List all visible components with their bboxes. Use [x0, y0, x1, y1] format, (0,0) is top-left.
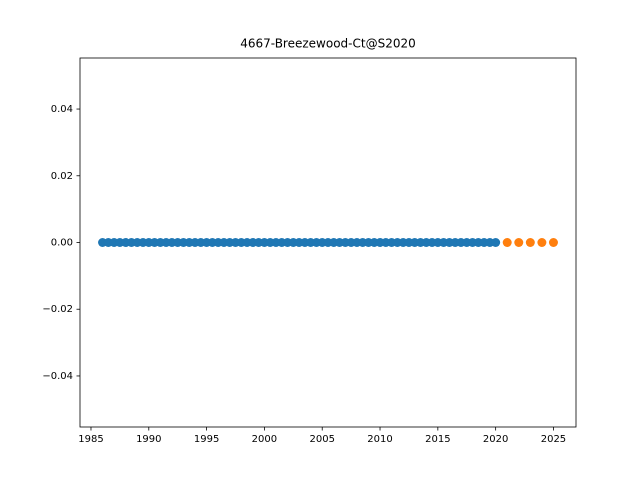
- point: [548, 238, 558, 247]
- y-tick-label: −0.02: [42, 304, 73, 315]
- x-tick-label: 1995: [194, 434, 219, 445]
- chart-title: 4667-Breezewood-Ct@S2020: [240, 37, 415, 51]
- y-tick-label: 0.04: [51, 104, 73, 115]
- point: [491, 238, 501, 247]
- x-tick-label: 2025: [541, 434, 566, 445]
- plot-frame: [79, 57, 577, 428]
- point: [525, 238, 535, 247]
- y-tick-label: 0.00: [51, 238, 73, 249]
- x-tick-label: 2015: [425, 434, 450, 445]
- x-tick-label: 2010: [367, 434, 392, 445]
- y-tick-label: 0.02: [51, 171, 73, 182]
- x-tick-label: 1985: [78, 434, 103, 445]
- x-tick-label: 1990: [136, 434, 161, 445]
- x-tick-label: 2005: [309, 434, 334, 445]
- x-tick-label: 2020: [483, 434, 508, 445]
- point: [537, 238, 547, 247]
- point: [514, 238, 524, 247]
- point: [502, 238, 512, 247]
- y-tick-label: −0.04: [42, 371, 73, 382]
- x-tick-label: 2000: [252, 434, 277, 445]
